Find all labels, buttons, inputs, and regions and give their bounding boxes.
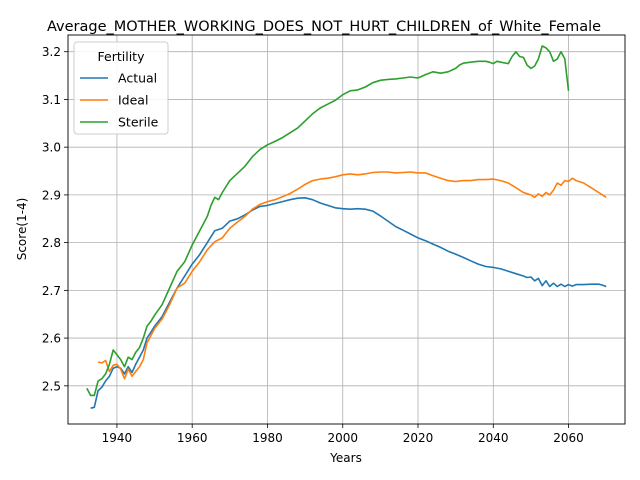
legend-label-actual: Actual [118,71,157,86]
x-tick-label: 1940 [102,431,133,445]
x-tick-label: 1980 [252,431,283,445]
x-tick-label: 2000 [327,431,358,445]
legend: Fertility Actual Ideal Sterile [73,41,169,135]
chart-title: Average_MOTHER_WORKING_DOES_NOT_HURT_CHI… [47,19,601,35]
legend-label-sterile: Sterile [118,115,159,130]
series-line-actual [90,197,607,409]
x-tick-label: 2040 [478,431,509,445]
legend-title: Fertility [98,49,146,64]
y-tick-label: 3.2 [42,45,61,59]
y-axis: 2.5 2.6 2.7 2.8 2.9 3.0 3.1 3.2 [42,45,68,393]
series-line-sterile [86,45,570,397]
y-tick-label: 3.0 [42,141,61,155]
y-tick-label: 2.8 [42,236,61,250]
grid [68,35,625,424]
x-axis: 1940 1960 1980 2000 2020 2040 2060 [102,424,584,445]
series-layer [86,45,607,409]
x-axis-label: Years [329,451,362,465]
legend-label-ideal: Ideal [118,93,148,108]
y-tick-label: 2.6 [42,332,61,346]
x-tick-label: 1960 [177,431,208,445]
series-line-ideal [97,171,607,380]
y-tick-label: 2.7 [42,284,61,298]
y-axis-label: Score(1-4) [15,198,29,261]
x-tick-label: 2060 [553,431,584,445]
plot-frame [67,34,626,425]
legend-box [73,41,169,135]
y-tick-label: 2.5 [42,379,61,393]
y-tick-label: 2.9 [42,188,61,202]
x-tick-label: 2020 [403,431,434,445]
y-tick-label: 3.1 [42,93,61,107]
